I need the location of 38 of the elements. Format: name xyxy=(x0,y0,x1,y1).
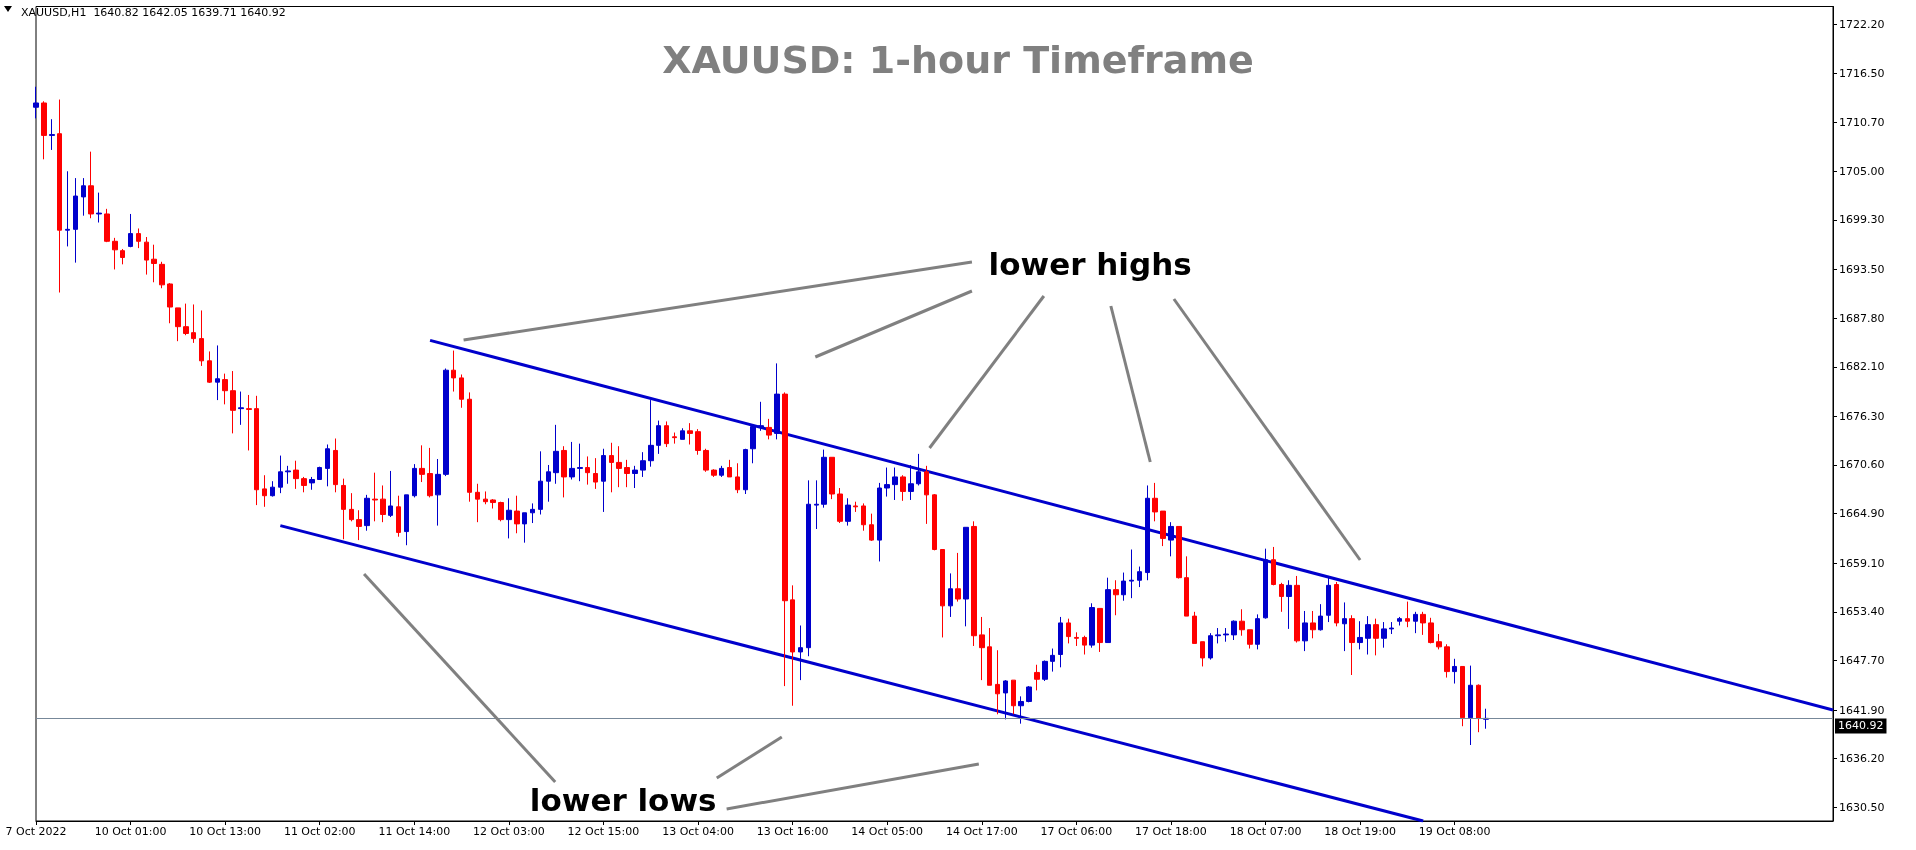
x-tick-label: 18 Oct 19:00 xyxy=(1324,825,1396,838)
x-tick-label: 13 Oct 04:00 xyxy=(662,825,734,838)
y-tick-label: 1659.10 xyxy=(1839,556,1885,570)
y-tick-label: 1699.30 xyxy=(1839,213,1885,227)
x-tick-label: 11 Oct 14:00 xyxy=(378,825,451,838)
y-tick-label: 1641.90 xyxy=(1839,703,1885,717)
y-tick-label: 1682.10 xyxy=(1839,360,1885,374)
y-tick-label: 1676.30 xyxy=(1839,409,1885,423)
x-tick-label: 17 Oct 18:00 xyxy=(1135,825,1207,838)
ref-line-label: 1640.92 xyxy=(1838,719,1884,733)
y-tick-label: 1693.50 xyxy=(1839,262,1885,276)
x-tick-label: 12 Oct 03:00 xyxy=(473,825,545,838)
y-tick-label: 1705.00 xyxy=(1839,164,1885,178)
y-tick-label: 1710.70 xyxy=(1839,116,1885,130)
chart-subtitle: XAUUSD,H1 1640.82 1642.05 1639.71 1640.92 xyxy=(21,6,286,19)
y-tick-label: 1687.80 xyxy=(1839,311,1885,325)
x-tick-label: 11 Oct 02:00 xyxy=(283,825,356,838)
y-tick-label: 1716.50 xyxy=(1839,66,1885,80)
y-tick-label: 1653.40 xyxy=(1839,605,1885,619)
annotation: lower highs xyxy=(988,246,1192,282)
text: XAUUSD: 1-hour Timeframe xyxy=(662,38,1254,82)
y-tick-label: 1664.90 xyxy=(1839,507,1885,521)
x-tick-label: 12 Oct 15:00 xyxy=(567,825,640,838)
x-tick-label: 17 Oct 06:00 xyxy=(1040,825,1113,838)
x-tick-label: 18 Oct 07:00 xyxy=(1229,825,1302,838)
x-tick-label: 14 Oct 17:00 xyxy=(945,825,1018,838)
y-tick-label: 1670.60 xyxy=(1839,458,1885,472)
x-tick-label: 10 Oct 01:00 xyxy=(94,825,167,838)
y-tick-label: 1722.20 xyxy=(1839,17,1885,31)
x-tick-label: 13 Oct 16:00 xyxy=(756,825,829,838)
x-tick-label: 7 Oct 2022 xyxy=(5,825,67,838)
y-tick-label: 1630.50 xyxy=(1839,800,1885,814)
y-tick-label: 1647.70 xyxy=(1839,653,1885,667)
x-tick-label: 10 Oct 13:00 xyxy=(189,825,262,838)
x-tick-label: 19 Oct 08:00 xyxy=(1418,825,1491,838)
y-tick-label: 1636.20 xyxy=(1839,752,1885,766)
x-tick-label: 14 Oct 05:00 xyxy=(851,825,924,838)
annotation: lower lows xyxy=(529,782,717,818)
